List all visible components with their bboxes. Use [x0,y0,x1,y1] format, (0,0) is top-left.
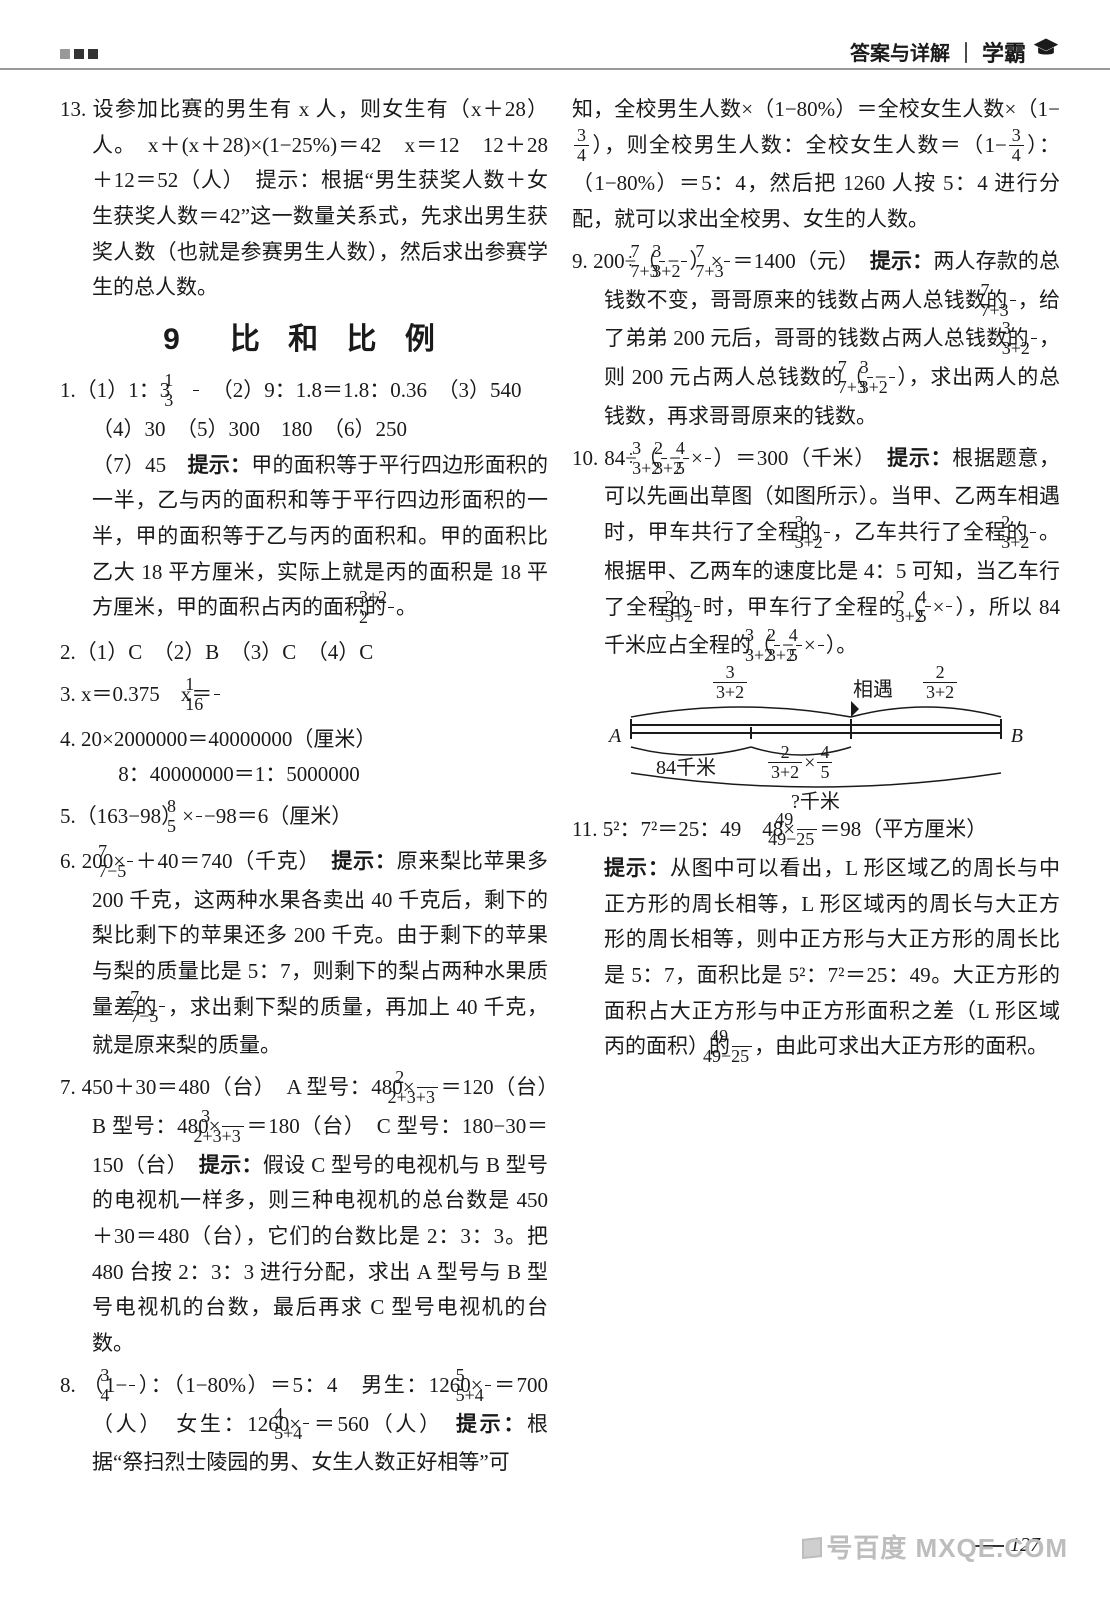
watermark: 号百度 MXQE.COM [802,1526,1068,1570]
header-label: 答案与详解 [850,37,950,71]
brand: 学霸 [982,35,1026,72]
diag-mid-frac: 23+2×45 [766,745,834,784]
line-diagram: A B 33+2 相遇 23+2 84千米 23+2×45 ?千米 [601,673,1031,808]
grad-cap-icon [1032,35,1060,74]
section-title: 9 比 和 比 例 [60,314,548,365]
diag-meet: 相遇 [853,673,893,707]
item-1: 1.（1）1：3 13 （2）9：1.8＝1.8：0.36 （3）540 （4）… [60,373,548,629]
item-6: 6. 200×77−5＋40＝740（千克） 提示：原来梨比苹果多 200 千克… [60,844,548,1064]
header-left-marks [60,49,98,59]
page-header: 答案与详解 ｜ 学霸 [0,40,1110,70]
diag-top-left: 33+2 [711,665,749,704]
diag-top-right: 23+2 [921,665,959,704]
item-9: 9. 200÷（77+3−33+2）×77+3＝1400（元） 提示：两人存款的… [572,244,1060,435]
diag-84km: 84千米 [656,751,716,785]
item-3: 3. x＝0.375 x＝116 [60,677,548,716]
right-column: 知，全校男生人数×（1−80%）＝全校女生人数×（1−34），则全校男生人数：全… [572,92,1060,1487]
item-7: 7. 450＋30＝480（台） A 型号：480×22+3+3＝120（台） … [60,1070,548,1362]
item-8-cont: 知，全校男生人数×（1−80%）＝全校女生人数×（1−34），则全校男生人数：全… [572,92,1060,238]
item-13: 13. 设参加比赛的男生有 x 人，则女生有（x＋28）人。 x＋(x＋28)×… [60,92,548,306]
item-8: 8. （1−34）：（1−80%）＝5：4 男生：1260×55+4＝700（人… [60,1368,548,1481]
diag-A: A [609,719,621,753]
left-column: 13. 设参加比赛的男生有 x 人，则女生有（x＋28）人。 x＋(x＋28)×… [60,92,548,1487]
item-2: 2.（1）C （2）B （3）C （4）C [60,635,548,671]
item-10: 10. 84÷（33+2−23+2×45）＝300（千米） 提示：根据题意，可以… [572,441,1060,668]
item-4: 4. 20×2000000＝40000000（厘米） 8：40000000＝1：… [60,722,548,793]
item-11: 11. 5²：7²＝25：49 48×4949−25＝98（平方厘米） 提示：从… [572,812,1060,1068]
header-right: 答案与详解 ｜ 学霸 [850,35,1060,74]
item-5: 5.（163−98）×85−98＝6（厘米） [60,799,548,838]
diag-B: B [1011,719,1023,753]
two-column-layout: 13. 设参加比赛的男生有 x 人，则女生有（x＋28）人。 x＋(x＋28)×… [60,92,1060,1487]
